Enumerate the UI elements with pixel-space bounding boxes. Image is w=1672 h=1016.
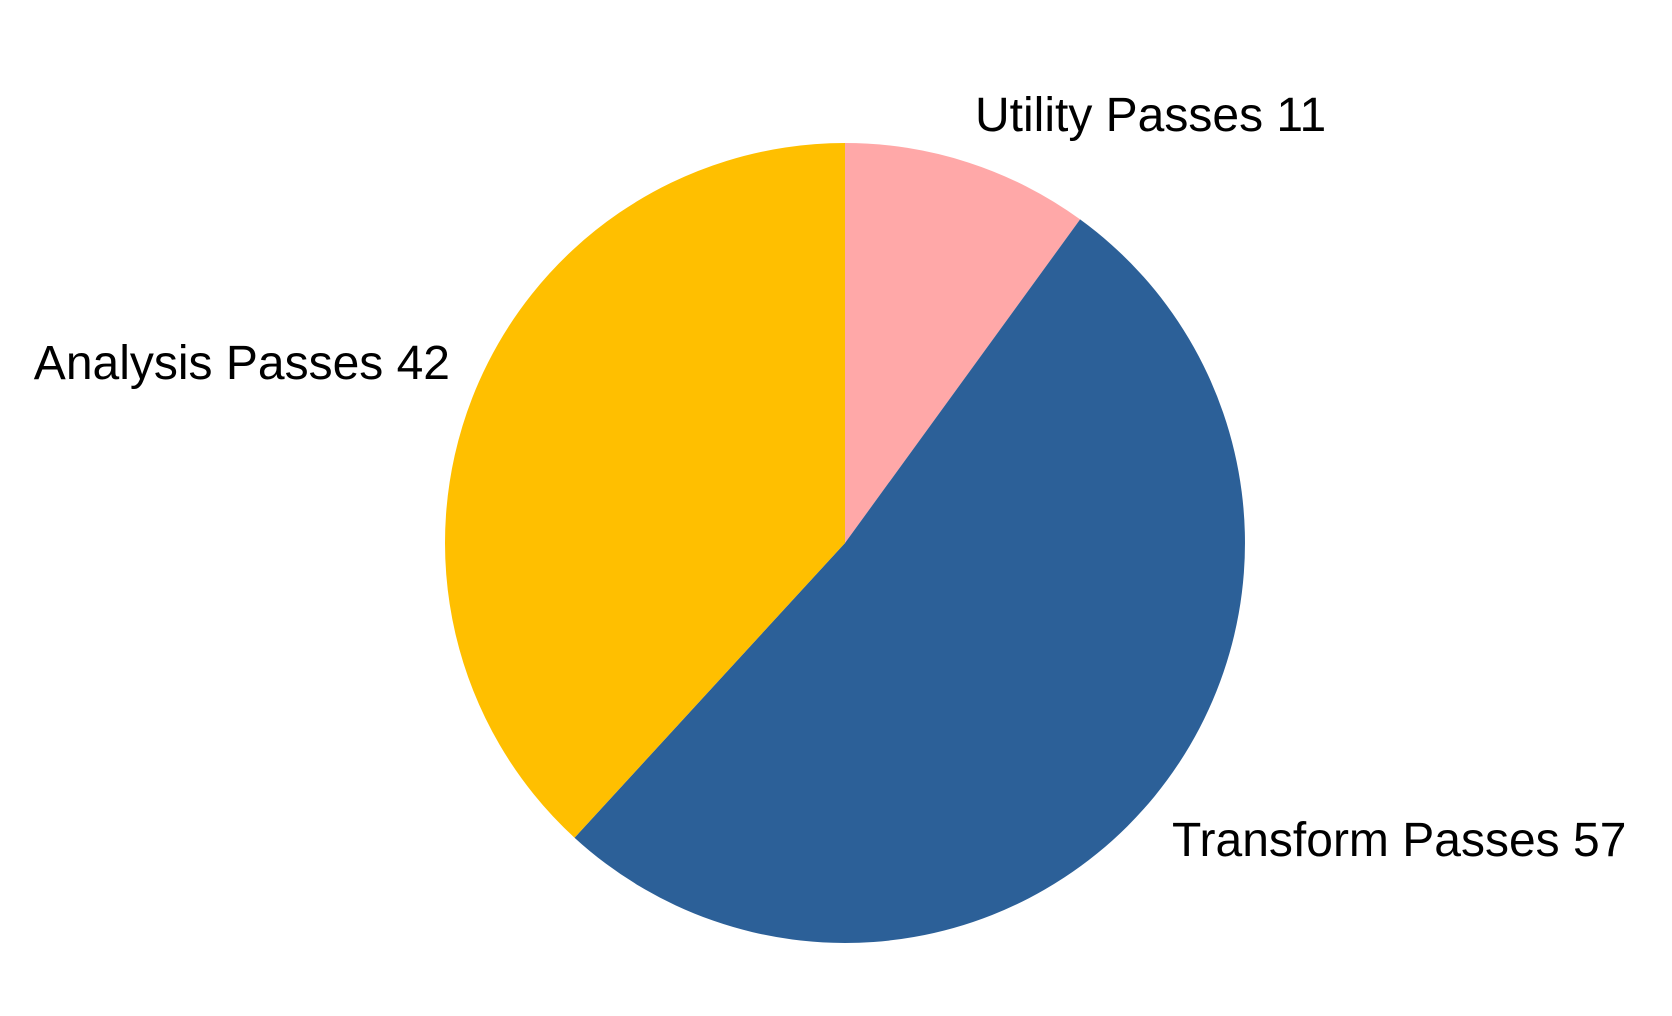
slice-label-utility-passes: Utility Passes 11 (975, 89, 1326, 142)
slice-label-transform-passes: Transform Passes 57 (1172, 814, 1626, 867)
pie-slices (444, 143, 1245, 943)
pie-slice-transform-passes (574, 219, 1245, 943)
pie-slice-utility-passes (845, 143, 1081, 543)
pie-slice-analysis-passes (444, 143, 845, 838)
slice-label-analysis-passes: Analysis Passes 42 (34, 337, 450, 390)
